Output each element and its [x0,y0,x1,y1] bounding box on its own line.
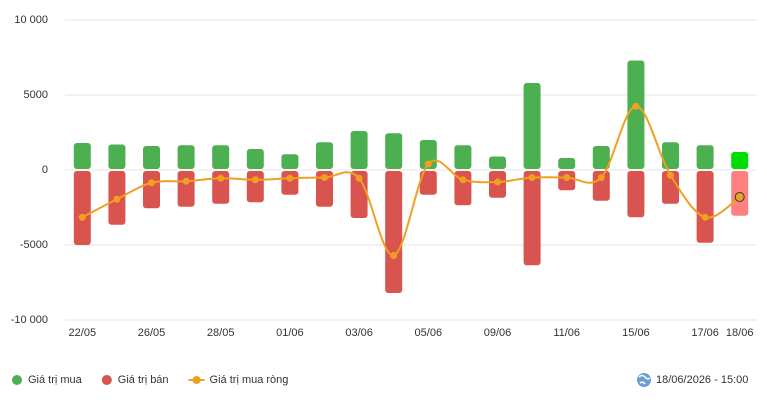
bar [592,146,610,169]
bar [177,145,195,169]
legend-label: Giá trị mua [28,374,83,386]
bar [350,131,368,169]
bar [385,171,403,293]
bar [281,171,299,195]
line-marker [355,174,363,182]
x-tick-label: 09/06 [484,327,512,339]
bar [662,171,679,204]
legend-label: Giá trị mua ròng [210,374,289,386]
bar [627,171,645,218]
bar [454,171,472,206]
bar [350,171,368,218]
line-marker [424,160,432,168]
bar [246,171,264,203]
line-marker [597,174,605,181]
line-marker [632,102,640,110]
line-marker [528,174,536,181]
legend-swatch [192,376,201,384]
x-tick-label: 01/06 [276,327,304,339]
x-tick-label: 05/06 [415,327,443,339]
line-marker [734,192,745,202]
y-tick-label: 0 [42,164,48,176]
bar [523,83,541,169]
bar [316,142,333,169]
bar [731,152,749,169]
timestamp-icon [637,373,651,387]
line-marker [321,174,328,181]
line-marker [113,195,121,203]
bar [212,145,230,169]
bar [558,158,576,169]
x-tick-label: 28/05 [207,327,235,339]
x-tick-label: 17/06 [691,327,719,339]
line-marker [217,174,225,182]
bar [73,143,91,169]
line-marker [78,213,86,221]
bar [454,145,472,169]
legend-label: Giá trị bán [118,374,169,386]
bar [592,171,610,201]
legend-swatch [12,375,22,385]
line-marker [494,178,501,186]
bar [316,171,333,207]
bar [281,154,299,169]
bar [523,171,541,266]
line-marker [251,176,259,184]
x-tick-label: 26/05 [138,327,166,339]
bar [419,171,437,195]
bar [489,156,506,169]
line-marker [667,171,674,179]
bar [627,60,645,169]
line-marker [390,252,398,259]
bar [696,171,714,243]
line-marker [701,213,709,221]
x-tick-label: 11/06 [553,327,580,339]
y-tick-label: 5000 [24,89,48,101]
x-tick-label: 03/06 [345,327,373,339]
legend-swatch [101,375,112,385]
bar [143,146,160,169]
x-tick-label: 22/05 [69,327,97,339]
bar [696,145,714,169]
bar [662,142,679,169]
bar [108,144,126,169]
bar [143,171,160,209]
line-marker [286,174,294,182]
bar [246,149,264,169]
y-tick-label: -10 000 [11,314,48,326]
line-marker [563,174,571,181]
y-tick-label: 10 000 [14,14,48,26]
x-tick-label: 15/06 [622,327,650,339]
bar [73,171,91,245]
line-marker [459,176,467,184]
bar [177,171,195,207]
x-tick-label: 18/06 [726,327,754,339]
bar [385,133,403,169]
timestamp: 18/06/2026 - 15:00 [656,374,748,386]
y-tick-label: -5000 [20,239,48,251]
line-marker [182,177,190,185]
line-marker [148,179,155,187]
